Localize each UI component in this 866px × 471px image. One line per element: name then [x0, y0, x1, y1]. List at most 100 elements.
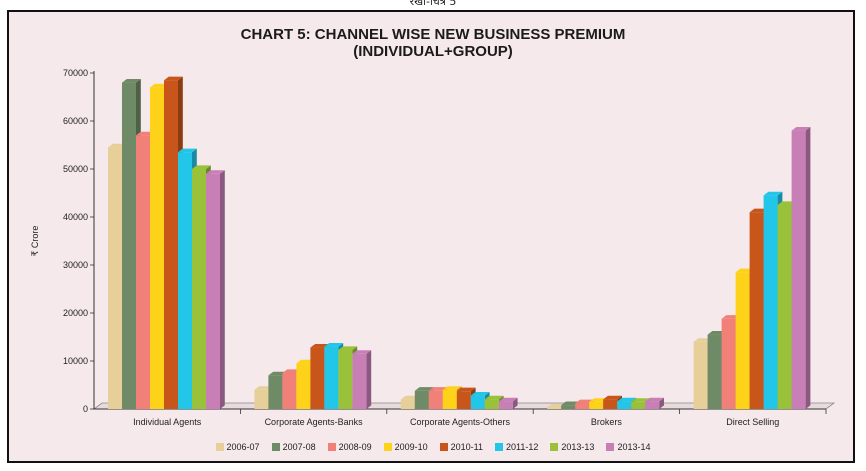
bar [603, 399, 618, 409]
legend-label: 2009-10 [394, 442, 428, 452]
bar [400, 399, 415, 409]
legend-swatch [383, 443, 392, 451]
bar [721, 318, 736, 409]
chart-legend: 2006-07 2007-08 2008-09 2009-10 2010-11 2011-… [0, 442, 866, 452]
y-tick-label: 10000 [63, 356, 88, 366]
legend-label: 2006-07 [226, 442, 260, 452]
bar-top [763, 191, 783, 196]
legend-swatch [606, 443, 615, 451]
bar-top [414, 387, 434, 391]
x-category-label: Corporate Agents-Others [410, 417, 511, 427]
bar [282, 373, 297, 409]
bar [547, 407, 562, 409]
legend-swatch [550, 443, 559, 451]
bar [164, 80, 178, 409]
legend-item: 2007-08 [271, 442, 316, 452]
x-category-label: Brokers [591, 417, 623, 427]
bar-top [484, 395, 504, 400]
bar-top [603, 395, 622, 400]
y-axis-label: ₹ Crore [30, 226, 40, 257]
bar [456, 391, 471, 409]
bar [735, 272, 750, 409]
legend-label: 2010-11 [450, 442, 484, 452]
legend-item: 2013-13 [550, 442, 594, 452]
figure-caption: रेखा-चित्र 5 [409, 0, 457, 8]
bar-side [659, 397, 664, 409]
bar [791, 130, 806, 409]
y-tick-label: 30000 [63, 260, 88, 270]
bar-top [617, 397, 636, 402]
legend-item: 2008-09 [327, 442, 372, 452]
bar [150, 87, 164, 410]
bar [561, 405, 576, 409]
y-tick-label: 60000 [63, 116, 88, 126]
bar-top [631, 398, 650, 402]
bar [254, 389, 269, 409]
bar [338, 349, 353, 409]
y-tick-label: 40000 [63, 212, 88, 222]
legend-label: 2011-12 [506, 442, 539, 452]
bar [617, 401, 632, 409]
legend-item: 2010-11 [439, 442, 484, 452]
bar-top [442, 386, 462, 390]
bar-top [791, 127, 811, 131]
legend-label: 2007-08 [282, 442, 316, 452]
chart-title: CHART 5: CHANNEL WISE NEW BUSINESS PREMI… [240, 26, 626, 43]
bar [310, 347, 325, 409]
x-category-label: Individual Agents [133, 417, 202, 427]
bar-top [206, 170, 225, 174]
bar-top [645, 397, 664, 402]
bar-side [220, 170, 225, 409]
bar [575, 403, 590, 409]
legend-label: 2013-13 [561, 442, 595, 452]
chart-subtitle: (INDIVIDUAL+GROUP) [353, 43, 513, 60]
bar-top [352, 350, 372, 354]
bar [484, 399, 499, 409]
bar-top [498, 397, 518, 402]
bar [324, 346, 339, 409]
bar [442, 389, 457, 409]
legend-swatch [271, 443, 280, 451]
bar [136, 135, 150, 409]
bar-top [122, 79, 141, 83]
bar-top [192, 165, 211, 169]
y-tick-label: 20000 [63, 308, 88, 318]
legend-item: 2006-07 [215, 442, 260, 452]
bar [645, 401, 660, 409]
legend-item: 2009-10 [383, 442, 428, 452]
bar-top [164, 76, 183, 81]
bar [352, 353, 367, 409]
bar [296, 363, 311, 409]
bar-side [512, 397, 518, 409]
bar [498, 401, 513, 409]
legend-label: 2008-09 [338, 442, 372, 452]
bar [749, 212, 764, 409]
bar [428, 390, 443, 409]
legend-swatch [215, 443, 224, 451]
legend-swatch [327, 443, 336, 451]
bar-side [366, 350, 372, 409]
x-category-label: Corporate Agents-Banks [265, 417, 364, 427]
bar [122, 82, 136, 409]
bar-top [456, 387, 476, 392]
legend-swatch [439, 443, 448, 451]
legend-item: 2011-12 [495, 442, 538, 452]
y-tick-label: 50000 [63, 164, 88, 174]
legend-item: 2013-14 [606, 442, 650, 452]
bar-top [178, 148, 197, 153]
bar [268, 375, 283, 409]
bar-top [324, 343, 344, 347]
bar [470, 395, 485, 409]
bar-top [338, 346, 358, 350]
bar [777, 205, 792, 409]
legend-swatch [495, 443, 504, 451]
bar [178, 152, 192, 409]
bar [631, 401, 646, 409]
legend-label: 2013-14 [617, 442, 651, 452]
bar [589, 401, 604, 409]
bar-top [470, 391, 490, 396]
bar [108, 147, 122, 409]
bar [414, 390, 429, 409]
bar [192, 169, 206, 409]
